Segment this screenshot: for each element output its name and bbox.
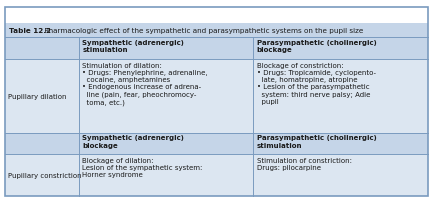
Text: Table 12.2: Table 12.2 [9, 28, 51, 34]
Text: Stimulation of constriction:
Drugs: pilocarpine: Stimulation of constriction: Drugs: pilo… [256, 157, 352, 170]
Text: Parasympathetic (cholinergic)
stimulation: Parasympathetic (cholinergic) stimulatio… [256, 135, 376, 148]
Bar [5, 133, 428, 155]
Bar [5, 38, 428, 60]
Text: Pupillary dilation: Pupillary dilation [8, 93, 67, 99]
Text: Blockage of dilation:
Lesion of the sympathetic system:
Horner syndrome: Blockage of dilation: Lesion of the symp… [82, 157, 203, 177]
Text: Sympathetic (adrenergic)
stimulation: Sympathetic (adrenergic) stimulation [82, 40, 184, 53]
Bar [5, 24, 428, 38]
Text: Pupillary constriction: Pupillary constriction [8, 172, 82, 178]
Text: Stimulation of dilation:
• Drugs: Phenylephrine, adrenaline,
  cocaine, amphetam: Stimulation of dilation: • Drugs: Phenyl… [82, 62, 208, 105]
Bar [5, 60, 428, 133]
Text: Parasympathetic (cholinergic)
blockage: Parasympathetic (cholinergic) blockage [256, 40, 376, 53]
Text: Sympathetic (adrenergic)
blockage: Sympathetic (adrenergic) blockage [82, 135, 184, 148]
Bar [5, 155, 428, 196]
Text: Blockage of constriction:
• Drugs: Tropicamide, cyclopento-
  late, homatropine,: Blockage of constriction: • Drugs: Tropi… [256, 62, 375, 104]
Text: Pharmacologic effect of the sympathetic and parasympathetic systems on the pupil: Pharmacologic effect of the sympathetic … [42, 28, 364, 34]
